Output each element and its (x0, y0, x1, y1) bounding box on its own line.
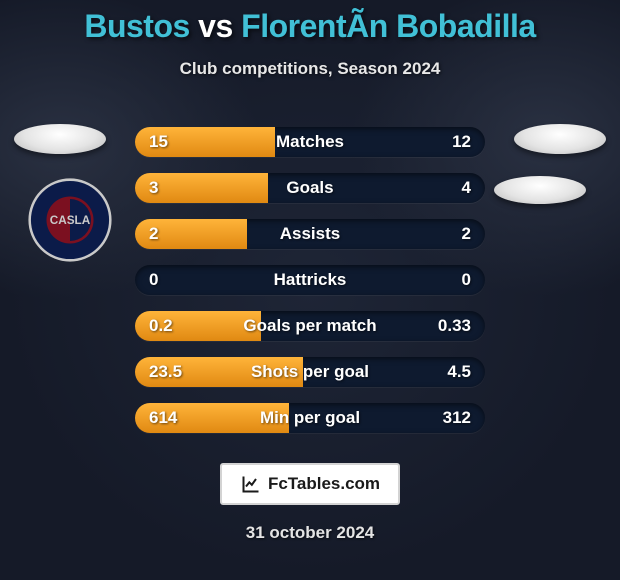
title-player2: FlorentÃn Bobadilla (241, 8, 536, 44)
stat-value-right: 4.5 (413, 362, 485, 382)
stat-label: Matches (207, 132, 413, 152)
subtitle: Club competitions, Season 2024 (0, 59, 620, 79)
footer-date: 31 october 2024 (0, 523, 620, 543)
stat-value-left: 2 (135, 224, 207, 244)
stat-value-right: 0.33 (413, 316, 485, 336)
club-badge-icon: CASLA (28, 178, 112, 262)
title-player1: Bustos (84, 8, 189, 44)
glow-ellipse (494, 176, 586, 204)
page-title: Bustos vs FlorentÃn Bobadilla (0, 0, 620, 45)
club-badge-left: CASLA (28, 178, 112, 262)
chart-icon (240, 474, 262, 494)
stat-row: 0Hattricks0 (135, 265, 485, 295)
stat-label: Min per goal (207, 408, 413, 428)
stat-value-left: 0.2 (135, 316, 207, 336)
stat-value-right: 312 (413, 408, 485, 428)
stat-row: 2Assists2 (135, 219, 485, 249)
stat-label: Goals per match (207, 316, 413, 336)
stat-row: 614Min per goal312 (135, 403, 485, 433)
stat-value-right: 0 (413, 270, 485, 290)
stat-value-left: 614 (135, 408, 207, 428)
title-vs: vs (198, 8, 233, 44)
stat-row: 3Goals4 (135, 173, 485, 203)
stat-label: Assists (207, 224, 413, 244)
stat-label: Goals (207, 178, 413, 198)
stat-value-right: 12 (413, 132, 485, 152)
stat-value-left: 15 (135, 132, 207, 152)
stat-label: Shots per goal (207, 362, 413, 382)
glow-ellipse (514, 124, 606, 154)
stat-row: 23.5Shots per goal4.5 (135, 357, 485, 387)
stats-chart: 15Matches12 3Goals4 2Assists2 0Hattricks0 0.… (135, 127, 485, 433)
stat-value-left: 23.5 (135, 362, 207, 382)
stat-row: 0.2Goals per match0.33 (135, 311, 485, 341)
stat-label: Hattricks (207, 270, 413, 290)
stat-value-right: 2 (413, 224, 485, 244)
glow-ellipse (14, 124, 106, 154)
fctables-label: FcTables.com (268, 474, 380, 494)
stat-value-right: 4 (413, 178, 485, 198)
fctables-badge: FcTables.com (220, 463, 400, 505)
svg-text:CASLA: CASLA (50, 214, 91, 227)
stat-value-left: 3 (135, 178, 207, 198)
stat-value-left: 0 (135, 270, 207, 290)
stat-row: 15Matches12 (135, 127, 485, 157)
